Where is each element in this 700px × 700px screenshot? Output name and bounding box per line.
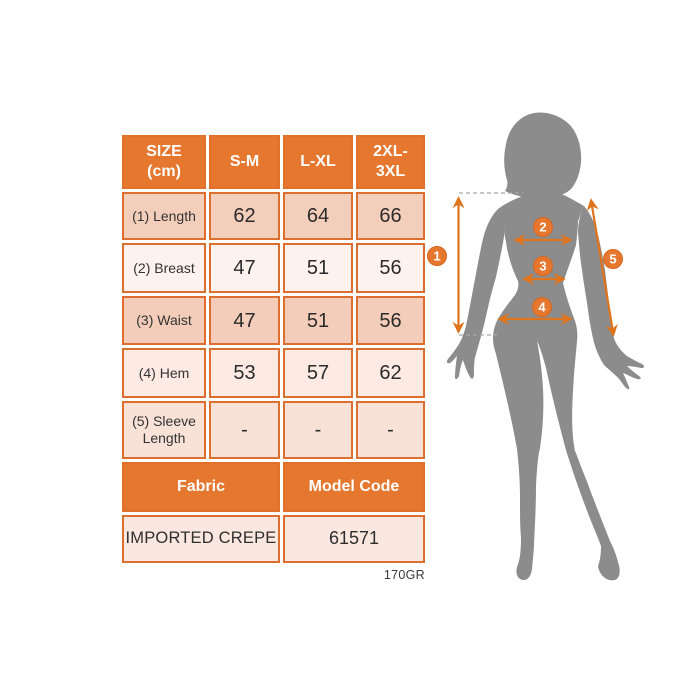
- silhouette-head: [504, 112, 582, 200]
- measurement-figure: 1 2 3 4 5: [420, 100, 690, 600]
- model-code-value: 61571: [283, 515, 425, 563]
- row-hem-lxl: 57: [283, 348, 353, 398]
- marker-4: 4: [532, 297, 552, 317]
- row-hem-label: (4) Hem: [122, 348, 206, 398]
- size-table: SIZE (cm) S-M L-XL 2XL-3XL (1) Length 62…: [122, 135, 425, 563]
- row-waist-sm: 47: [209, 296, 280, 345]
- row-length-label: (1) Length: [122, 192, 206, 240]
- woman-silhouette: [446, 112, 645, 581]
- silhouette-left-arm: [446, 209, 505, 380]
- row-breast-2xl: 56: [356, 243, 425, 293]
- row-breast-label: (2) Breast: [122, 243, 206, 293]
- marker-5: 5: [603, 249, 623, 269]
- table-header-2xl-3xl: 2XL-3XL: [356, 135, 425, 189]
- row-waist-label: (3) Waist: [122, 296, 206, 345]
- measurement-arrows: [452, 196, 618, 337]
- row-breast-sm: 47: [209, 243, 280, 293]
- row-sleeve-label: (5) Sleeve Length: [122, 401, 206, 459]
- silhouette-right-arm: [578, 206, 645, 390]
- marker-4-label: 4: [538, 300, 546, 315]
- row-length-lxl: 64: [283, 192, 353, 240]
- fabric-header: Fabric: [122, 462, 280, 512]
- marker-3-label: 3: [539, 259, 546, 274]
- woman-silhouette-svg: 1 2 3 4 5: [427, 112, 645, 581]
- row-waist-lxl: 51: [283, 296, 353, 345]
- marker-1: 1: [427, 246, 447, 266]
- row-length-sm: 62: [209, 192, 280, 240]
- marker-2-label: 2: [539, 220, 546, 235]
- row-sleeve-2xl: -: [356, 401, 425, 459]
- row-hem-sm: 53: [209, 348, 280, 398]
- arrow-sleeve: [586, 198, 618, 337]
- marker-5-label: 5: [609, 252, 616, 267]
- marker-2: 2: [533, 217, 553, 237]
- weight-note: 170GR: [383, 568, 425, 582]
- marker-1-label: 1: [433, 249, 440, 264]
- fabric-value: IMPORTED CREPE: [122, 515, 280, 563]
- table-header-s-m: S-M: [209, 135, 280, 189]
- model-code-header: Model Code: [283, 462, 425, 512]
- measurement-markers: 1 2 3 4 5: [427, 217, 623, 317]
- guide-lines: [459, 192, 523, 336]
- row-length-2xl: 66: [356, 192, 425, 240]
- row-sleeve-sm: -: [209, 401, 280, 459]
- table-header-l-xl: L-XL: [283, 135, 353, 189]
- row-waist-2xl: 56: [356, 296, 425, 345]
- row-breast-lxl: 51: [283, 243, 353, 293]
- marker-3: 3: [533, 256, 553, 276]
- row-sleeve-lxl: -: [283, 401, 353, 459]
- table-header-size-cm: SIZE (cm): [122, 135, 206, 189]
- row-hem-2xl: 62: [356, 348, 425, 398]
- silhouette-body: [493, 191, 620, 581]
